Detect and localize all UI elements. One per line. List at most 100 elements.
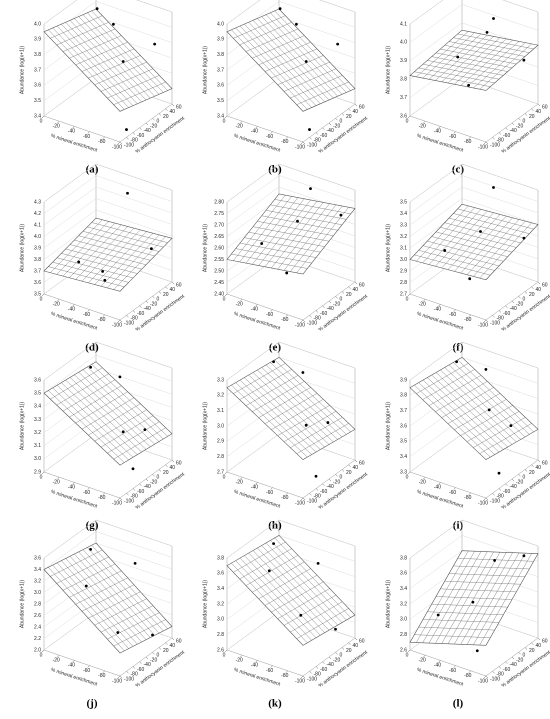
mesh-line <box>87 12 164 93</box>
data-point <box>456 55 460 59</box>
z-tick-label: 3.6 <box>34 280 41 286</box>
panel-label: (j) <box>87 698 98 710</box>
data-point <box>304 423 308 427</box>
y-tick-label: -40 <box>327 128 334 134</box>
mesh-line <box>91 222 168 243</box>
y-tick-label: 40 <box>536 465 542 471</box>
y-tick-label: 20 <box>529 470 535 476</box>
grid-line <box>136 0 173 13</box>
x-tick <box>41 649 45 653</box>
x-tick-label: -80 <box>281 139 288 145</box>
z-tick-label: 3.4 <box>34 567 41 573</box>
y-tick <box>354 281 358 285</box>
data-point <box>285 271 289 275</box>
grid-line <box>43 433 97 473</box>
y-tick <box>524 291 528 294</box>
z-tick-label: 3.8 <box>34 257 41 263</box>
data-point <box>522 58 526 62</box>
mesh-line <box>87 547 164 632</box>
y-tick <box>511 122 515 126</box>
z-tick-label: 2.8 <box>217 454 224 460</box>
z-axis-label: Abundance (log(x+1)) <box>385 224 391 273</box>
x-tick <box>57 121 60 124</box>
grid-line <box>226 611 280 651</box>
mesh-line <box>296 608 349 639</box>
y-tick <box>119 675 123 679</box>
z-tick-label: 2.65 <box>214 234 224 240</box>
z-tick-label: 3.7 <box>400 95 407 101</box>
box-edge <box>43 115 121 143</box>
z-tick-label: 2.7 <box>400 291 407 297</box>
x-tick <box>255 482 258 485</box>
y-tick-label: -60 <box>137 311 144 317</box>
mesh-line <box>296 81 349 105</box>
x-tick-label: -80 <box>281 673 288 679</box>
x-tick-label: -20 <box>53 302 60 308</box>
y-tick <box>537 281 541 285</box>
data-point <box>103 278 107 282</box>
grid-line <box>409 4 463 43</box>
y-tick <box>354 103 358 107</box>
y-tick <box>309 137 312 140</box>
z-tick-label: 2.6 <box>217 647 224 653</box>
y-tick-label: 60 <box>176 460 182 466</box>
y-tick-label: -60 <box>320 311 327 317</box>
x-tick-label: -40 <box>434 485 441 491</box>
box-edge <box>136 0 173 13</box>
y-tick-label: -20 <box>516 657 523 663</box>
panel: 2.72.82.93.03.13.23.33.43.50-20-40-60-80… <box>385 163 550 354</box>
grid-line <box>278 1 356 28</box>
mesh-line <box>274 537 351 618</box>
x-tick-label: -80 <box>98 139 105 145</box>
grid-line <box>43 77 97 117</box>
y-tick-label: 20 <box>346 470 352 476</box>
y-tick <box>145 656 149 660</box>
grid-line <box>409 186 463 226</box>
x-tick-label: 0 <box>40 652 43 658</box>
y-tick <box>328 300 332 304</box>
z-axis-label: Abundance (log(x+1)) <box>202 580 208 629</box>
x-tick <box>300 675 304 679</box>
z-axis-label: Abundance (log(x+1)) <box>202 224 208 273</box>
x-tick <box>240 655 243 658</box>
x-tick-label: -100 <box>112 678 122 684</box>
y-tick <box>328 122 332 126</box>
y-tick <box>524 469 528 472</box>
data-point <box>295 22 298 26</box>
y-tick-label: -40 <box>144 484 151 490</box>
mesh-line <box>91 364 168 437</box>
y-tick <box>152 474 155 477</box>
y-tick <box>119 497 123 501</box>
x-tick <box>407 471 411 475</box>
mesh-line <box>87 226 164 248</box>
y-tick <box>537 637 541 641</box>
data-point <box>334 627 337 631</box>
z-tick-label: 2.9 <box>400 268 407 274</box>
x-tick <box>57 655 60 658</box>
y-tick-label: -60 <box>320 667 327 673</box>
x-tick-label: -80 <box>464 495 471 501</box>
y-tick <box>158 291 162 294</box>
mesh-line <box>87 366 164 440</box>
grid-line <box>502 0 539 13</box>
x-tick <box>57 299 60 302</box>
x-tick-label: -40 <box>68 485 75 491</box>
y-tick <box>498 488 502 491</box>
z-tick-label: 3.6 <box>34 555 41 561</box>
grid-line <box>95 16 173 43</box>
y-tick-label: -40 <box>510 484 517 490</box>
z-tick-label: 3.1 <box>34 443 41 449</box>
y-tick <box>152 652 155 655</box>
x-tick-label: -40 <box>68 307 75 313</box>
z-tick-label: 3.0 <box>400 617 407 623</box>
y-tick <box>145 122 149 126</box>
panel-label: (e) <box>269 342 282 354</box>
x-tick-label: -20 <box>53 480 60 486</box>
box-edge <box>43 293 121 321</box>
x-tick-label: -100 <box>478 322 488 328</box>
y-tick-label: -80 <box>131 494 138 500</box>
grid-line <box>95 368 173 395</box>
z-tick-label: 3.4 <box>400 586 407 592</box>
z-tick-label: 4.0 <box>34 21 41 27</box>
y-tick-label: -80 <box>131 316 138 322</box>
